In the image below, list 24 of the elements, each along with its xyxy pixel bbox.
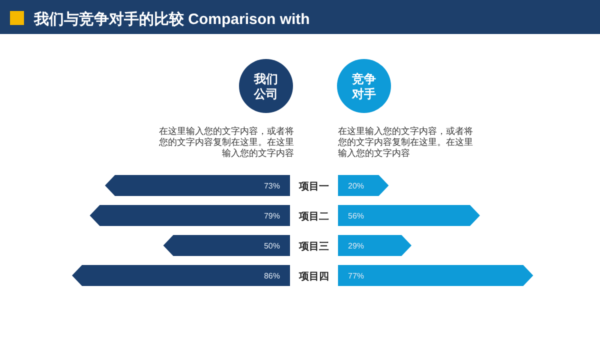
y-tick-label: 项目二 — [298, 212, 329, 222]
bar — [104, 175, 290, 196]
data-label: 73% — [264, 182, 280, 190]
y-tick-label: 项目一 — [298, 182, 329, 192]
data-label: 86% — [264, 272, 280, 280]
data-label: 56% — [348, 212, 364, 220]
text: 我们公司 — [253, 72, 278, 101]
data-label: 29% — [348, 242, 364, 250]
data-label: 20% — [348, 182, 364, 190]
text: 在这里输入您的文字内容，或者将您的文字内容复制在这里。在这里输入您的文字内容 — [338, 126, 474, 159]
y-tick-label: 项目四 — [298, 272, 329, 282]
bar — [338, 265, 534, 286]
data-label: 77% — [348, 272, 364, 280]
data-label: 79% — [264, 212, 280, 220]
bar — [90, 205, 290, 226]
text: 竞争对手 — [351, 72, 376, 101]
text: 在这里输入您的文字内容，或者将您的文字内容复制在这里。在这里输入您的文字内容 — [158, 126, 294, 159]
chart-title: 我们与竞争对手的比较 Comparison with — [33, 10, 310, 28]
bar — [72, 265, 290, 286]
bar — [338, 235, 412, 256]
bar — [163, 235, 290, 256]
y-tick-label: 项目三 — [298, 242, 329, 252]
bar — [338, 205, 480, 226]
data-label: 50% — [264, 242, 280, 250]
